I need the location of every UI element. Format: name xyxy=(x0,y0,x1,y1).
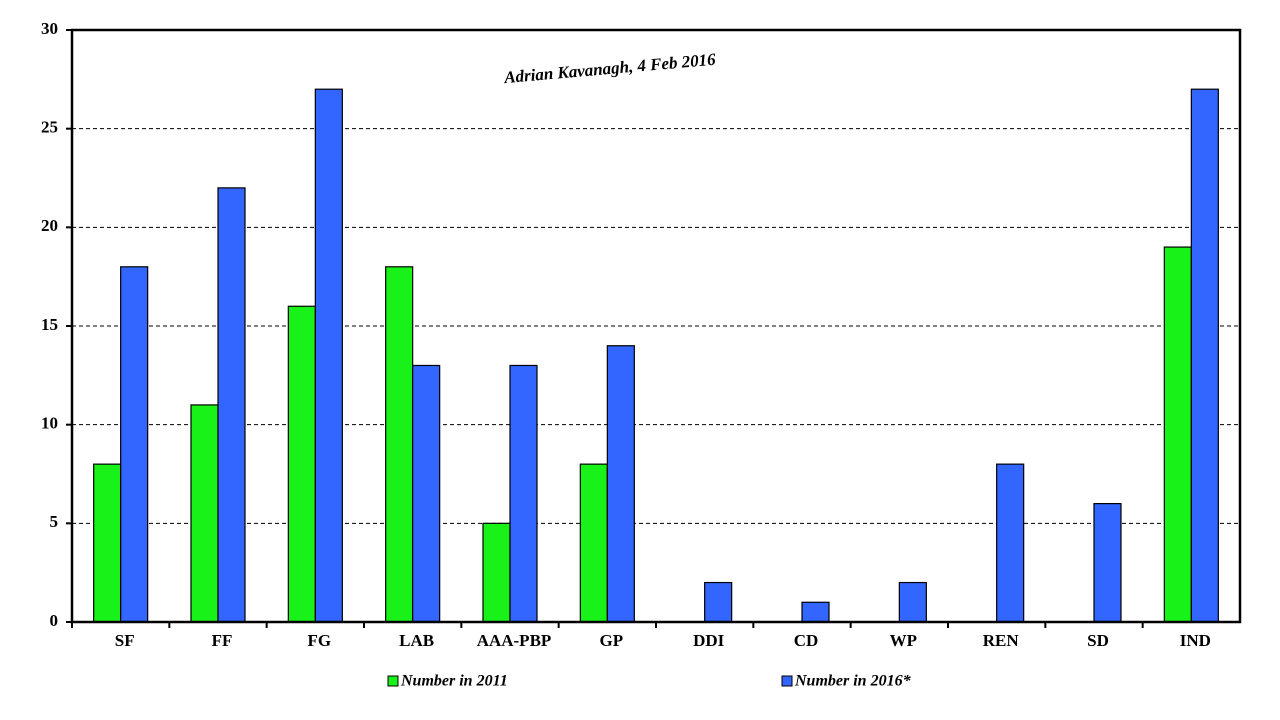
x-tick-label: IND xyxy=(1180,631,1211,650)
y-tick-label: 30 xyxy=(41,19,58,38)
bar xyxy=(801,601,830,623)
x-tick-label: LAB xyxy=(399,631,434,650)
bar xyxy=(412,364,441,623)
bar xyxy=(898,581,927,623)
bar xyxy=(606,345,635,623)
x-tick-label: CD xyxy=(794,631,819,650)
x-tick-label: SF xyxy=(115,631,135,650)
y-tick-label: 15 xyxy=(41,315,58,334)
bar xyxy=(1190,88,1219,623)
y-tick-label: 5 xyxy=(50,512,59,531)
y-tick-label: 20 xyxy=(41,216,58,235)
bar xyxy=(314,88,343,623)
x-tick-label: FF xyxy=(212,631,233,650)
x-tick-label: GP xyxy=(600,631,624,650)
legend-label: Number in 2011 xyxy=(400,673,508,690)
x-tick-label: FG xyxy=(308,631,332,650)
x-tick-label: REN xyxy=(983,631,1020,650)
bar xyxy=(1163,246,1192,623)
bar xyxy=(93,463,122,623)
bar xyxy=(482,522,511,623)
x-tick-label: SD xyxy=(1087,631,1109,650)
x-tick-label: AAA-PBP xyxy=(477,631,552,650)
bar xyxy=(509,364,538,623)
bar xyxy=(287,305,316,623)
bar xyxy=(385,266,414,623)
bar xyxy=(704,581,733,623)
bar xyxy=(217,187,246,623)
bar xyxy=(1093,503,1122,623)
x-tick-label: DDI xyxy=(693,631,725,650)
bar xyxy=(579,463,608,623)
x-tick-label: WP xyxy=(890,631,917,650)
y-tick-label: 10 xyxy=(41,414,58,433)
legend-swatch xyxy=(781,675,793,687)
plot-frame xyxy=(70,28,1242,624)
bar xyxy=(120,266,149,623)
legend-swatch xyxy=(387,675,399,687)
y-tick-label: 25 xyxy=(41,118,58,137)
bar xyxy=(996,463,1025,623)
y-tick-label: 0 xyxy=(50,611,59,630)
legend-label: Number in 2016* xyxy=(794,673,912,690)
bar xyxy=(190,404,219,623)
